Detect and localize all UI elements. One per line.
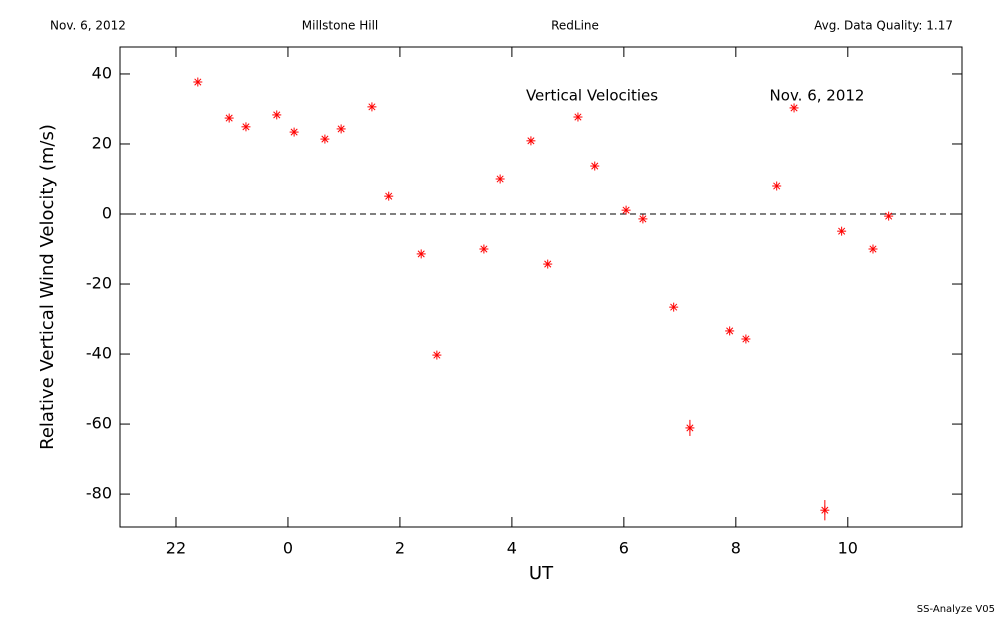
asterisk-stroke: [773, 182, 781, 190]
y-tick-label: -20: [86, 274, 112, 293]
asterisk-stroke: [496, 175, 504, 183]
header-site: Millstone Hill: [302, 19, 378, 33]
asterisk-stroke: [544, 260, 552, 268]
asterisk-stroke: [385, 192, 393, 200]
data-point: [193, 77, 203, 87]
data-point: [495, 174, 505, 184]
data-point: [621, 205, 631, 215]
y-tick-label: 20: [92, 133, 112, 152]
asterisk-stroke: [368, 103, 376, 111]
data-point: [543, 259, 553, 269]
asterisk-stroke: [885, 212, 893, 220]
asterisk-stroke: [290, 128, 298, 136]
asterisk-stroke: [433, 351, 441, 359]
data-point: [241, 122, 251, 132]
y-axis-label: Relative Vertical Wind Velocity (m/s): [37, 124, 58, 450]
x-tick-label: 6: [619, 539, 629, 558]
data-point: [416, 249, 426, 259]
asterisk-stroke: [273, 111, 281, 119]
footer: SS-Analyze V05: [917, 604, 995, 615]
asterisk-stroke: [869, 245, 877, 253]
header-date: Nov. 6, 2012: [50, 19, 126, 33]
asterisk-stroke: [417, 250, 425, 258]
asterisk-stroke: [742, 335, 750, 343]
header-quality: Avg. Data Quality: 1.17: [814, 19, 953, 33]
data-point: [526, 136, 536, 146]
data-point: [590, 161, 600, 171]
x-tick-label: 22: [166, 539, 186, 558]
data-point: [884, 211, 894, 221]
data-point: [224, 113, 234, 123]
asterisk-stroke: [790, 104, 798, 112]
data-point: [289, 127, 299, 137]
annotation: Vertical Velocities: [526, 87, 658, 105]
asterisk-stroke: [337, 125, 345, 133]
data-point: [741, 334, 751, 344]
data-point: [367, 102, 377, 112]
asterisk-stroke: [242, 123, 250, 131]
asterisk-stroke: [622, 206, 630, 214]
asterisk-stroke: [574, 113, 582, 121]
data-point: [573, 112, 583, 122]
asterisk-stroke: [527, 137, 535, 145]
x-axis-label: UT: [529, 563, 554, 584]
data-point: [725, 326, 735, 336]
y-tick-label: 40: [92, 63, 112, 82]
data-point: [320, 134, 330, 144]
asterisk-stroke: [726, 327, 734, 335]
y-tick-label: 0: [102, 204, 112, 223]
data-point: [432, 350, 442, 360]
data-point: [479, 244, 489, 254]
asterisk-stroke: [639, 215, 647, 223]
asterisk-stroke: [591, 162, 599, 170]
data-point: [772, 181, 782, 191]
header-instrument: RedLine: [551, 19, 599, 33]
x-tick-label: 8: [731, 539, 741, 558]
asterisk-stroke: [225, 114, 233, 122]
data-point: [336, 124, 346, 134]
y-tick-label: -60: [86, 414, 112, 433]
asterisk-stroke: [838, 227, 846, 235]
asterisk-stroke: [321, 135, 329, 143]
y-tick-label: -80: [86, 484, 112, 503]
asterisk-stroke: [194, 78, 202, 86]
data-point: [789, 103, 799, 113]
x-tick-label: 4: [507, 539, 517, 558]
data-point: [837, 226, 847, 236]
data-point: [868, 244, 878, 254]
y-tick-label: -40: [86, 344, 112, 363]
asterisk-stroke: [670, 303, 678, 311]
plot-frame: [119, 46, 963, 528]
data-point: [384, 191, 394, 201]
annotation: Nov. 6, 2012: [770, 87, 865, 105]
data-point: [272, 110, 282, 120]
asterisk-stroke: [480, 245, 488, 253]
x-tick-label: 2: [395, 539, 405, 558]
data-point: [669, 302, 679, 312]
x-tick-label: 0: [283, 539, 293, 558]
data-point: [638, 214, 648, 224]
x-tick-label: 10: [838, 539, 858, 558]
